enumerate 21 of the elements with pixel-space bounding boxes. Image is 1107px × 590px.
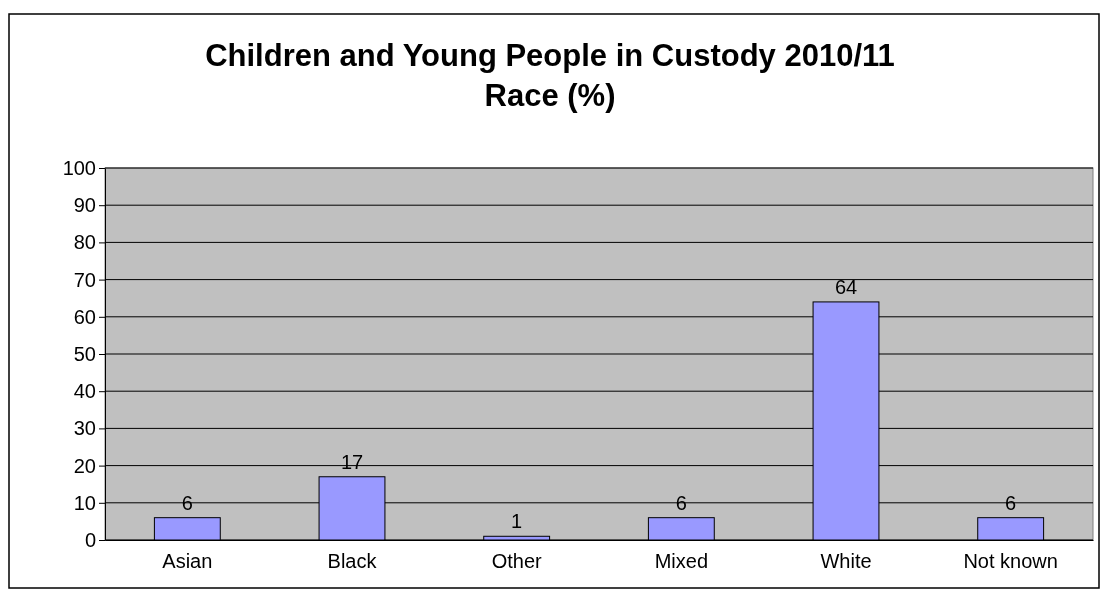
x-tick-label: Other	[491, 550, 543, 573]
chart-title: Children and Young People in Custody 2010/11	[205, 38, 895, 73]
y-tick-label: 70	[73, 268, 96, 291]
data-label: 1	[511, 510, 523, 533]
y-tick-label: 40	[73, 380, 96, 403]
y-tick-label: 30	[73, 417, 96, 440]
y-tick-label: 20	[73, 454, 96, 477]
y-tick-label: 100	[62, 156, 96, 179]
chart-subtitle: Race (%)	[484, 78, 616, 113]
x-tick-label: Not known	[963, 550, 1058, 573]
x-tick-label: Black	[327, 550, 378, 573]
y-tick-label: 80	[73, 231, 96, 254]
x-tick-label: Mixed	[654, 550, 709, 573]
y-tick-label: 90	[73, 194, 96, 217]
y-tick-label: 50	[73, 342, 96, 365]
y-tick-label: 0	[84, 528, 96, 551]
y-tick-label: 60	[73, 305, 96, 328]
data-label: 64	[834, 275, 858, 298]
x-tick-label: White	[820, 550, 872, 573]
x-tick-label: Asian	[162, 550, 213, 573]
y-tick-label: 10	[73, 491, 96, 514]
